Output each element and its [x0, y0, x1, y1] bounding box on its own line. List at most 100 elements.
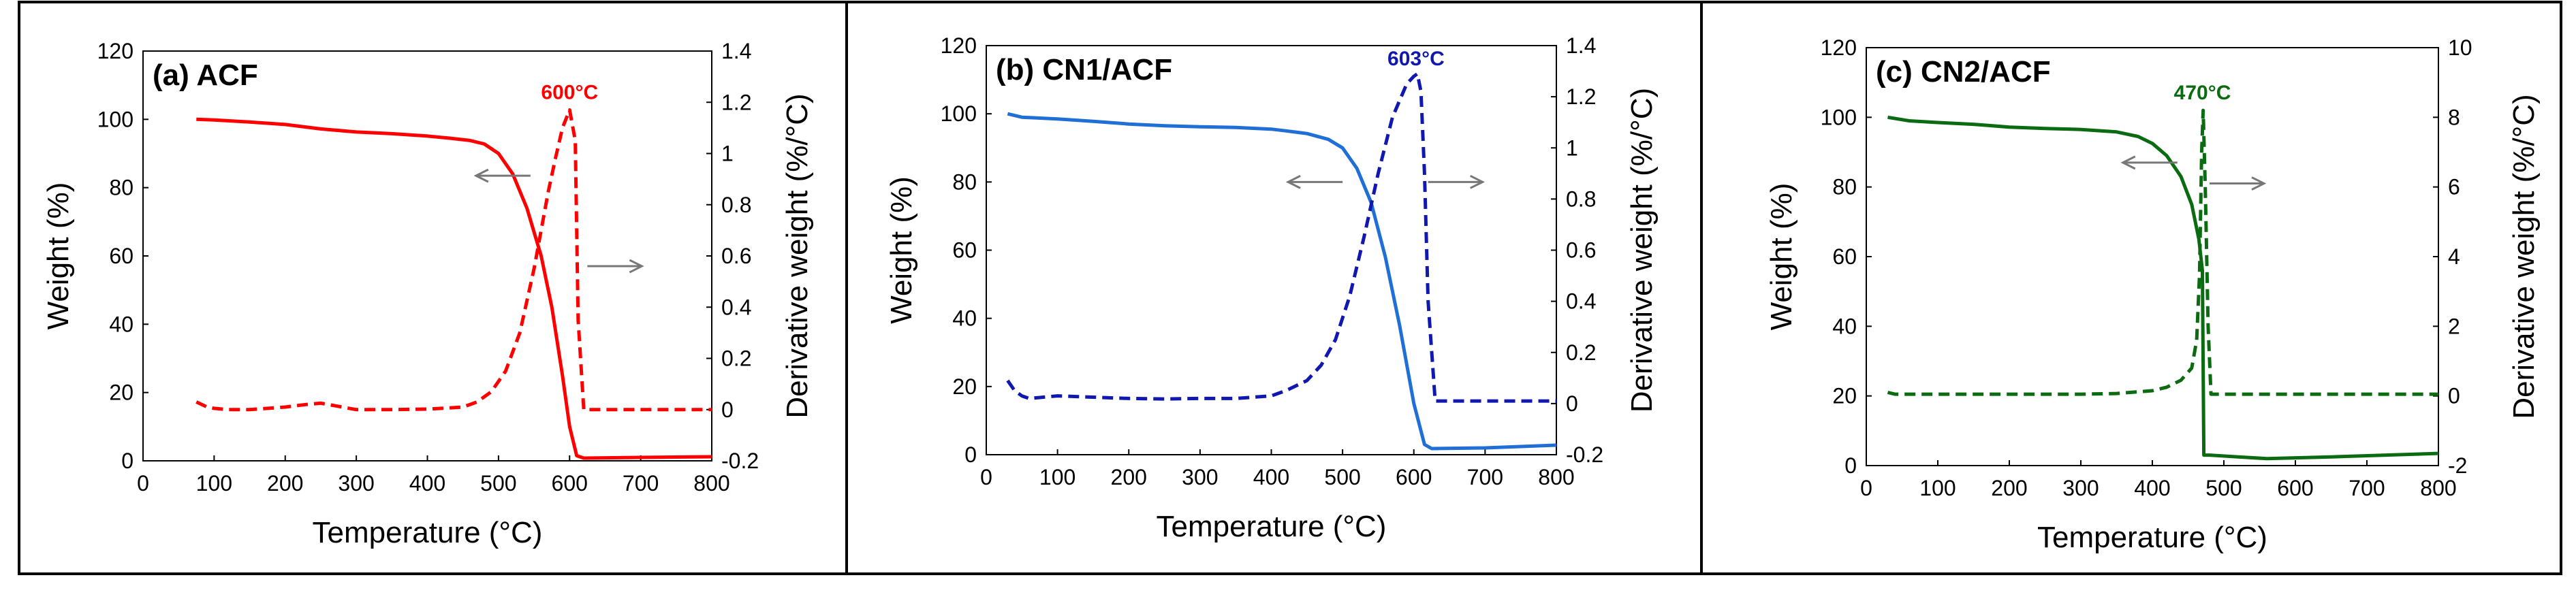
y-tick-label: 0: [121, 449, 133, 473]
x-tick-label: 0: [1860, 476, 1872, 500]
y2-tick-label: 1.2: [1566, 84, 1596, 109]
panel-frame: [18, 1, 2562, 575]
x-tick-label: 300: [2062, 476, 2099, 500]
x-tick-label: 0: [980, 465, 992, 489]
x-tick-label: 800: [1538, 465, 1574, 489]
peak-label: 603°C: [1387, 48, 1445, 70]
derivative-weight-line: [1006, 71, 1556, 403]
y-tick-label: 0: [1844, 453, 1857, 478]
y-axis-label: Weight (%): [885, 176, 918, 324]
y2-axis-label: Derivative weight (%/°C): [2507, 94, 2541, 419]
y-tick-label: 100: [941, 101, 977, 126]
x-tick-label: 700: [623, 471, 659, 496]
x-tick-label: 200: [1991, 476, 2027, 500]
arrow-left-icon: [1285, 174, 1343, 189]
y2-tick-label: 0: [2448, 384, 2460, 408]
x-tick-label: 200: [267, 471, 303, 496]
y-tick-label: 40: [109, 312, 133, 336]
x-axis-label: Temperature (°C): [1157, 510, 1387, 543]
y2-tick-label: 0.8: [721, 193, 751, 217]
x-tick-label: 800: [693, 471, 729, 496]
y2-axis-label: Derivative weight (%/°C): [781, 93, 814, 418]
y-tick-label: 40: [1832, 314, 1857, 338]
y2-tick-label: 0: [1566, 391, 1578, 416]
y2-tick-label: 0: [721, 398, 734, 422]
y-tick-label: 100: [1821, 105, 1857, 129]
y2-tick-label: 1: [1566, 135, 1578, 160]
y-axis-label: Weight (%): [1765, 183, 1798, 331]
y-tick-label: 80: [952, 169, 977, 194]
x-tick-label: 700: [1467, 465, 1503, 489]
y-axis-label: Weight (%): [42, 182, 75, 330]
y-tick-label: 20: [1832, 384, 1857, 408]
y-tick-label: 80: [109, 176, 133, 200]
y-tick-label: 120: [97, 39, 133, 63]
plot-area: [986, 45, 1557, 455]
x-tick-label: 400: [1253, 465, 1289, 489]
weight-line: [1007, 112, 1557, 451]
x-tick-label: 500: [1324, 465, 1360, 489]
x-axis-label: Temperature (°C): [313, 516, 543, 549]
y-tick-label: 60: [109, 244, 133, 268]
plot-area: [142, 50, 712, 462]
x-tick-label: 400: [2134, 476, 2170, 500]
arrow-left-icon: [2120, 155, 2178, 170]
arrow-right-icon: [2210, 176, 2267, 191]
arrow-right-icon: [587, 259, 644, 274]
arrow-right-icon: [1428, 174, 1486, 189]
x-tick-label: 400: [409, 471, 445, 496]
y2-tick-label: 0.6: [1566, 238, 1596, 263]
x-tick-label: 200: [1111, 465, 1147, 489]
chart-panel-a: 0 100 200 300 400 500 600 700 800 0 20 40 60 80 100 120…: [42, 39, 814, 549]
arrow-left-icon: [473, 168, 531, 183]
derivative-weight-line: [1887, 108, 2438, 396]
y2-tick-label: 4: [2448, 244, 2460, 269]
x-tick-label: 600: [2277, 476, 2313, 500]
peak-label: 600°C: [541, 82, 598, 104]
y2-tick-label: 2: [2448, 314, 2460, 338]
y-tick-label: 40: [952, 306, 977, 331]
y2-tick-label: 8: [2448, 105, 2460, 129]
chart-panel-b: 0 100 200 300 400 500 600 700 800 0 20 40 60 80 100 120…: [885, 33, 1659, 543]
plot-area: [1866, 47, 2439, 466]
y2-tick-label: 0.4: [1566, 289, 1596, 314]
x-tick-label: 600: [1396, 465, 1432, 489]
y2-tick-label: 0.8: [1566, 187, 1596, 211]
x-tick-label: 300: [1182, 465, 1218, 489]
derivative-weight-line: [195, 108, 712, 412]
x-tick-label: 300: [338, 471, 374, 496]
x-tick-label: 100: [1919, 476, 1955, 500]
x-tick-label: 0: [137, 471, 149, 496]
x-tick-label: 500: [480, 471, 516, 496]
y-tick-label: 0: [964, 442, 977, 467]
peak-label: 470°C: [2174, 82, 2231, 104]
y-tick-label: 60: [952, 238, 977, 263]
panel-title: (a) ACF: [153, 59, 258, 92]
y2-axis-label: Derivative weight (%/°C): [1625, 88, 1659, 412]
y-tick-label: 120: [1821, 35, 1857, 60]
x-tick-label: 100: [1039, 465, 1075, 489]
y2-tick-label: 6: [2448, 175, 2460, 199]
y-tick-label: 80: [1832, 175, 1857, 199]
y-tick-label: 20: [109, 381, 133, 405]
y2-tick-label: 0.2: [1566, 340, 1596, 365]
y2-tick-label: 1: [721, 142, 734, 166]
y2-tick-label: -0.2: [1566, 442, 1603, 467]
weight-line: [1887, 115, 2439, 461]
x-tick-label: 100: [196, 471, 232, 496]
y2-tick-label: -2: [2448, 453, 2467, 478]
y2-tick-label: 1.2: [721, 90, 751, 114]
panel-title: (b) CN1/ACF: [996, 53, 1172, 86]
y2-tick-label: -0.2: [721, 449, 759, 473]
x-axis-label: Temperature (°C): [2037, 521, 2267, 554]
x-tick-label: 800: [2420, 476, 2456, 500]
y2-tick-label: 0.2: [721, 346, 751, 371]
weight-line: [196, 117, 712, 460]
y2-tick-label: 0.4: [721, 295, 751, 319]
y2-tick-label: 10: [2448, 35, 2472, 60]
chart-panel-c: 0 100 200 300 400 500 600 700 800020406080100120…: [1765, 35, 2541, 554]
y2-tick-label: 1.4: [1566, 33, 1596, 58]
y2-tick-label: 1.4: [721, 39, 751, 63]
x-tick-label: 700: [2349, 476, 2385, 500]
